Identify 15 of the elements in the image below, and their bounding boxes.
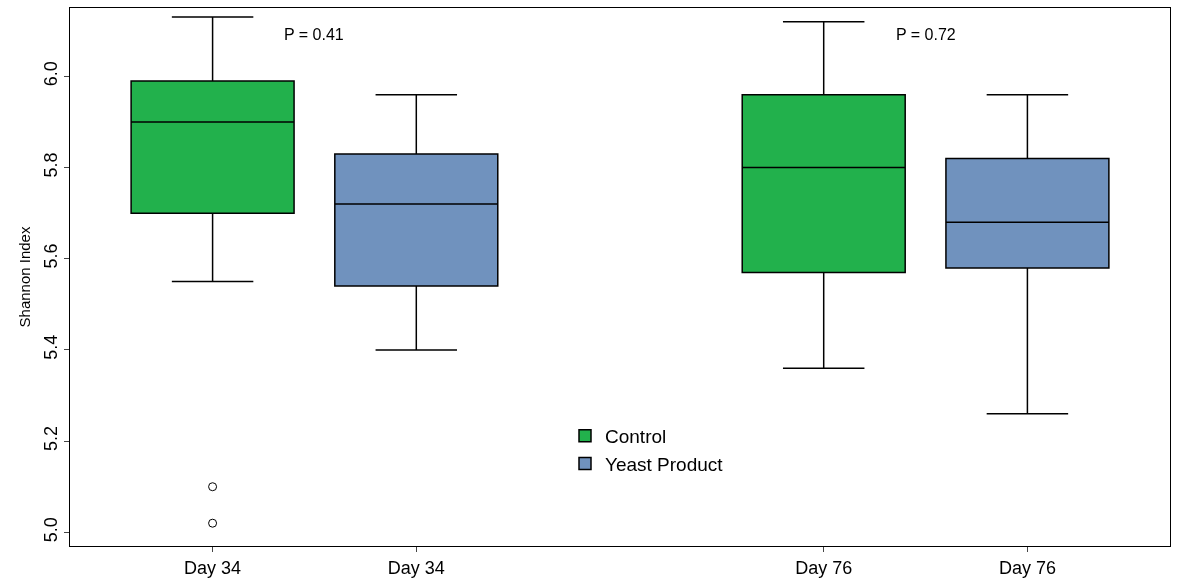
legend-label: Control [605, 426, 667, 448]
x-tick-label: Day 34 [184, 557, 242, 578]
legend-label: Yeast Product [605, 453, 724, 475]
annotation: P = 0.41 [284, 26, 344, 43]
x-tick-label: Day 76 [998, 557, 1056, 578]
x-tick-label: Day 76 [795, 557, 853, 578]
annotation: P = 0.72 [896, 26, 956, 43]
y-tick-label: 5.0 [40, 517, 61, 543]
y-tick-label: 5.2 [40, 425, 61, 451]
y-tick-label: 5.8 [40, 152, 61, 178]
y-tick-label: 5.6 [40, 243, 61, 269]
y-tick-label: 6.0 [40, 61, 61, 87]
x-tick-label: Day 34 [387, 557, 445, 578]
y-tick-label: 5.4 [40, 334, 61, 360]
y-axis-title: Shannon Index [16, 226, 33, 328]
